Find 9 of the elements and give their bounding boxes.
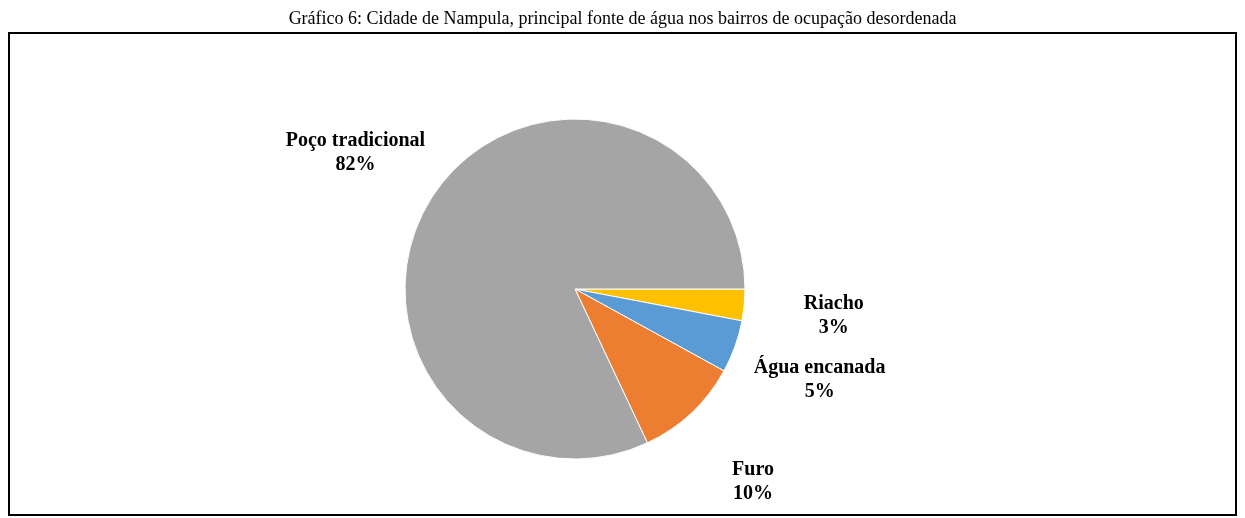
slice-label: Água encanada <box>753 355 886 379</box>
data-label: 5% <box>804 379 835 402</box>
slice-label: Furo <box>732 456 774 479</box>
data-label: 10% <box>732 480 773 503</box>
data-label: 82% <box>335 151 376 174</box>
slice-label: Poço tradicional <box>285 127 426 151</box>
chart-title: Gráfico 6: Cidade de Nampula, principal fonte de água nos bairros de ocupação desordenada <box>287 8 958 30</box>
data-label: 3% <box>818 315 849 338</box>
slice-label: Riacho <box>803 291 864 314</box>
